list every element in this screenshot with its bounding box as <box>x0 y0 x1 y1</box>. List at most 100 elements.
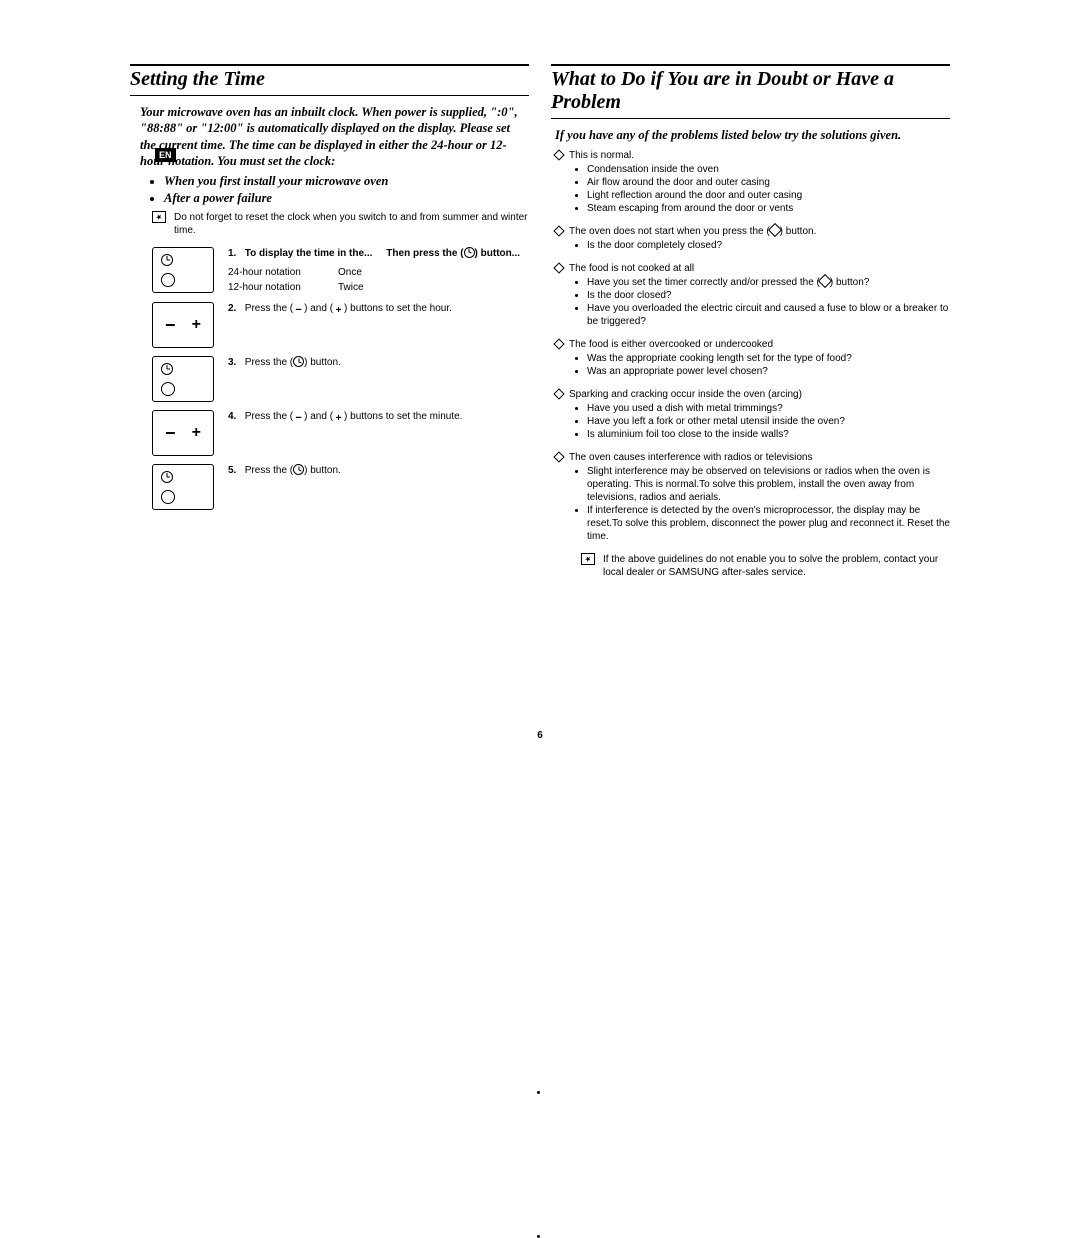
list-item: Is the door closed? <box>587 289 950 302</box>
problem-group: The oven does not start when you press t… <box>555 225 950 252</box>
list-item: Is aluminium foil too close to the insid… <box>587 428 950 441</box>
intro-text: If you have any of the problems listed b… <box>555 127 950 143</box>
section-title-troubleshooting: What to Do if You are in Doubt or Have a… <box>551 68 950 114</box>
clock-icon <box>293 464 304 475</box>
list-item: Air flow around the door and outer casin… <box>587 176 950 189</box>
notation-table: 24-hour notation Once 12-hour notation T… <box>228 266 529 294</box>
two-column-layout: Setting the Time Your microwave oven has… <box>130 64 950 733</box>
step-number: 3. <box>228 356 242 370</box>
diamond-bullet-icon <box>553 452 564 463</box>
cell: Twice <box>338 281 418 295</box>
footnote: If the above guidelines do not enable yo… <box>581 553 950 579</box>
text: ) buttons to set the hour. <box>344 303 452 314</box>
list-item: Slight interference may be observed on t… <box>587 465 950 504</box>
cell: Once <box>338 266 418 280</box>
problem-heading: The oven causes interference with radios… <box>569 451 950 464</box>
step-number: 4. <box>228 410 242 424</box>
problem-heading: The oven does not start when you press t… <box>569 225 950 238</box>
note-icon <box>152 211 166 223</box>
clock-icon <box>293 356 304 367</box>
left-column: Setting the Time Your microwave oven has… <box>130 64 529 733</box>
list-item: Steam escaping from around the door or v… <box>587 202 950 215</box>
oven-clock-icon <box>152 464 214 510</box>
text: Press the ( <box>245 357 293 368</box>
problem-heading: The food is not cooked at all <box>569 262 950 275</box>
plus-icon: + <box>333 414 344 425</box>
oven-clock-icon <box>152 247 214 293</box>
minus-icon: − <box>293 306 304 317</box>
text: ) button. <box>304 357 341 368</box>
oven-plus-minus-icon: −+ <box>152 410 214 456</box>
page-number: 6 <box>537 730 543 741</box>
list-item: Have you left a fork or other metal uten… <box>587 415 950 428</box>
text: Press the ( <box>245 411 293 422</box>
text: ) buttons to set the minute. <box>344 411 462 422</box>
dot-icon <box>537 1091 540 1094</box>
problem-heading: The food is either overcooked or underco… <box>569 338 950 351</box>
text: ) and ( <box>304 303 333 314</box>
cell: 12-hour notation <box>228 281 338 295</box>
oven-plus-minus-icon: −+ <box>152 302 214 348</box>
list-item: Have you used a dish with metal trimming… <box>587 402 950 415</box>
when-to-set-list: When you first install your microwave ov… <box>164 173 529 207</box>
problem-group: This is normal. Condensation inside the … <box>555 149 950 215</box>
step-text: 3. Press the ( ) button. <box>228 356 529 370</box>
list-item: Light reflection around the door and out… <box>587 189 950 202</box>
cell: 24-hour notation <box>228 266 338 280</box>
list-item: When you first install your microwave ov… <box>164 173 529 190</box>
step-text: 5. Press the ( ) button. <box>228 464 529 478</box>
diamond-bullet-icon <box>553 263 564 274</box>
rule <box>130 64 529 66</box>
list-item: Was an appropriate power level chosen? <box>587 365 950 378</box>
manual-page: EN Setting the Time Your microwave oven … <box>0 0 1080 763</box>
rule <box>551 64 950 66</box>
step-number: 5. <box>228 464 242 478</box>
step-number: 2. <box>228 302 242 316</box>
step-3: 3. Press the ( ) button. <box>152 356 529 402</box>
text: Press the ( <box>245 465 293 476</box>
note-icon <box>581 553 595 565</box>
step-1: 1. To display the time in the... Then pr… <box>152 247 529 295</box>
text: Press the ( <box>245 303 293 314</box>
table-head-b: Then press the ( <box>386 248 463 259</box>
footnote-text: If the above guidelines do not enable yo… <box>603 553 950 579</box>
right-column: What to Do if You are in Doubt or Have a… <box>551 64 950 733</box>
step-2: −+ 2. Press the (−) and (+) buttons to s… <box>152 302 529 348</box>
problem-heading: This is normal. <box>569 149 950 162</box>
step-text: 2. Press the (−) and (+) buttons to set … <box>228 302 529 317</box>
problem-group: The food is either overcooked or underco… <box>555 338 950 378</box>
list-item: Condensation inside the oven <box>587 163 950 176</box>
troubleshooting-list: This is normal. Condensation inside the … <box>555 149 950 579</box>
clock-icon <box>464 247 475 258</box>
oven-clock-icon <box>152 356 214 402</box>
intro-text: Your microwave oven has an inbuilt clock… <box>140 104 529 169</box>
diamond-bullet-icon <box>553 389 564 400</box>
step-text: 1. To display the time in the... Then pr… <box>228 247 529 295</box>
problem-group: Sparking and cracking occur inside the o… <box>555 388 950 441</box>
note-text: Do not forget to reset the clock when yo… <box>174 211 529 237</box>
note: Do not forget to reset the clock when yo… <box>152 211 529 237</box>
minus-icon: − <box>293 414 304 425</box>
step-number: 1. <box>228 247 242 261</box>
text: ) button. <box>304 465 341 476</box>
steps: 1. To display the time in the... Then pr… <box>152 247 529 511</box>
problem-group: The oven causes interference with radios… <box>555 451 950 543</box>
rule <box>551 118 950 119</box>
diamond-bullet-icon <box>553 150 564 161</box>
list-item: If interference is detected by the oven'… <box>587 504 950 543</box>
problem-heading: Sparking and cracking occur inside the o… <box>569 388 950 401</box>
table-head-c: ) button... <box>475 248 521 259</box>
list-item: Have you overloaded the electric circuit… <box>587 302 950 328</box>
section-title-setting-time: Setting the Time <box>130 68 529 91</box>
list-item: Is the door completely closed? <box>587 239 950 252</box>
step-text: 4. Press the (−) and (+) buttons to set … <box>228 410 529 425</box>
step-4: −+ 4. Press the (−) and (+) buttons to s… <box>152 410 529 456</box>
text: ) and ( <box>304 411 333 422</box>
list-item: Have you set the timer correctly and/or … <box>587 276 950 289</box>
list-item: After a power failure <box>164 190 529 207</box>
diamond-bullet-icon <box>553 339 564 350</box>
step-5: 5. Press the ( ) button. <box>152 464 529 510</box>
rule <box>130 95 529 96</box>
problem-group: The food is not cooked at all Have you s… <box>555 262 950 328</box>
list-item: Was the appropriate cooking length set f… <box>587 352 950 365</box>
